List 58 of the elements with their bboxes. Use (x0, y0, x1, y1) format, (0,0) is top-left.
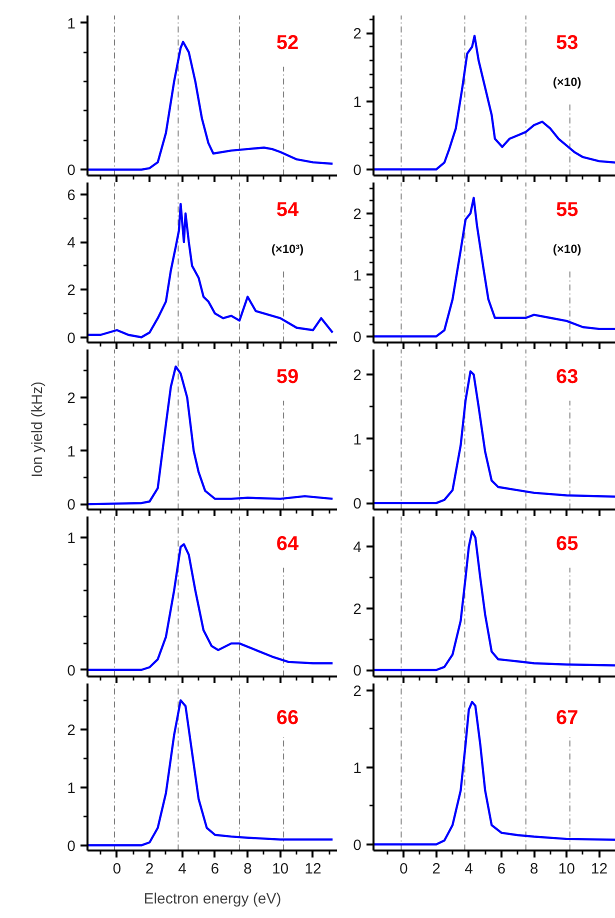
x-tick-label: 12 (304, 860, 322, 878)
y-tick-label: 0 (67, 838, 76, 855)
y-tick-label: 1 (353, 267, 362, 284)
y-tick-label: 2 (67, 282, 76, 300)
x-tick-label: 10 (558, 860, 575, 878)
annotation: 55 (556, 198, 578, 221)
x-tick-label: 10 (272, 860, 289, 878)
x-tick-label: 4 (178, 860, 186, 878)
y-tick-label: 1 (67, 780, 76, 797)
x-tick-label: 4 (464, 860, 474, 878)
annotation: 67 (556, 706, 578, 729)
y-tick-label: 0 (353, 836, 362, 854)
x-tick-label: 6 (497, 860, 506, 878)
x-tick-label: 8 (530, 860, 538, 878)
x-axis-title: Electron energy (eV) (144, 890, 282, 908)
y-tick-label: 0 (353, 496, 362, 513)
y-tick-label: 1 (67, 530, 76, 548)
y-tick-label: 0 (353, 328, 362, 346)
x-tick-label: 8 (243, 860, 252, 878)
y-tick-label: 1 (67, 15, 76, 32)
y-tick-label: 1 (353, 760, 362, 777)
y-tick-label: 1 (353, 94, 362, 111)
y-tick-label: 4 (353, 539, 362, 556)
annotation: 59 (276, 366, 299, 388)
y-tick-label: 2 (353, 26, 362, 43)
y-tick-label: 2 (67, 722, 76, 739)
x-tick-label: 2 (432, 860, 440, 878)
y-tick-label: 2 (353, 367, 362, 384)
annotation: (×10³) (271, 242, 304, 256)
y-tick-label: 2 (353, 600, 362, 618)
y-tick-label: 0 (353, 162, 362, 179)
x-tick-label: 0 (112, 860, 122, 878)
y-tick-label: 6 (67, 186, 76, 204)
y-tick-label: 2 (353, 206, 362, 223)
y-tick-label: 0 (67, 496, 76, 514)
x-tick-label: 12 (590, 860, 608, 878)
y-tick-label: 2 (67, 390, 76, 407)
x-tick-label: 6 (210, 860, 220, 878)
annotation: 64 (276, 532, 300, 555)
annotation: 53 (556, 32, 578, 54)
y-tick-label: 0 (67, 330, 76, 347)
annotation: 63 (556, 366, 578, 388)
y-tick-label: 0 (67, 662, 76, 680)
y-tick-label: 1 (353, 431, 362, 448)
annotation: 66 (276, 706, 299, 729)
annotation: (×10) (552, 74, 582, 89)
annotation: (×10) (552, 242, 582, 256)
annotation: 54 (276, 198, 300, 221)
x-tick-label: 2 (145, 860, 154, 878)
y-tick-label: 4 (67, 234, 76, 252)
y-tick-label: 2 (353, 682, 362, 700)
y-tick-label: 0 (67, 162, 76, 180)
y-tick-label: 0 (353, 662, 362, 680)
y-axis-title: Ion yield (kHz) (29, 382, 46, 478)
annotation: 52 (276, 32, 299, 54)
x-tick-label: 0 (399, 860, 408, 878)
annotation: 65 (556, 532, 578, 555)
y-tick-label: 1 (67, 443, 76, 460)
